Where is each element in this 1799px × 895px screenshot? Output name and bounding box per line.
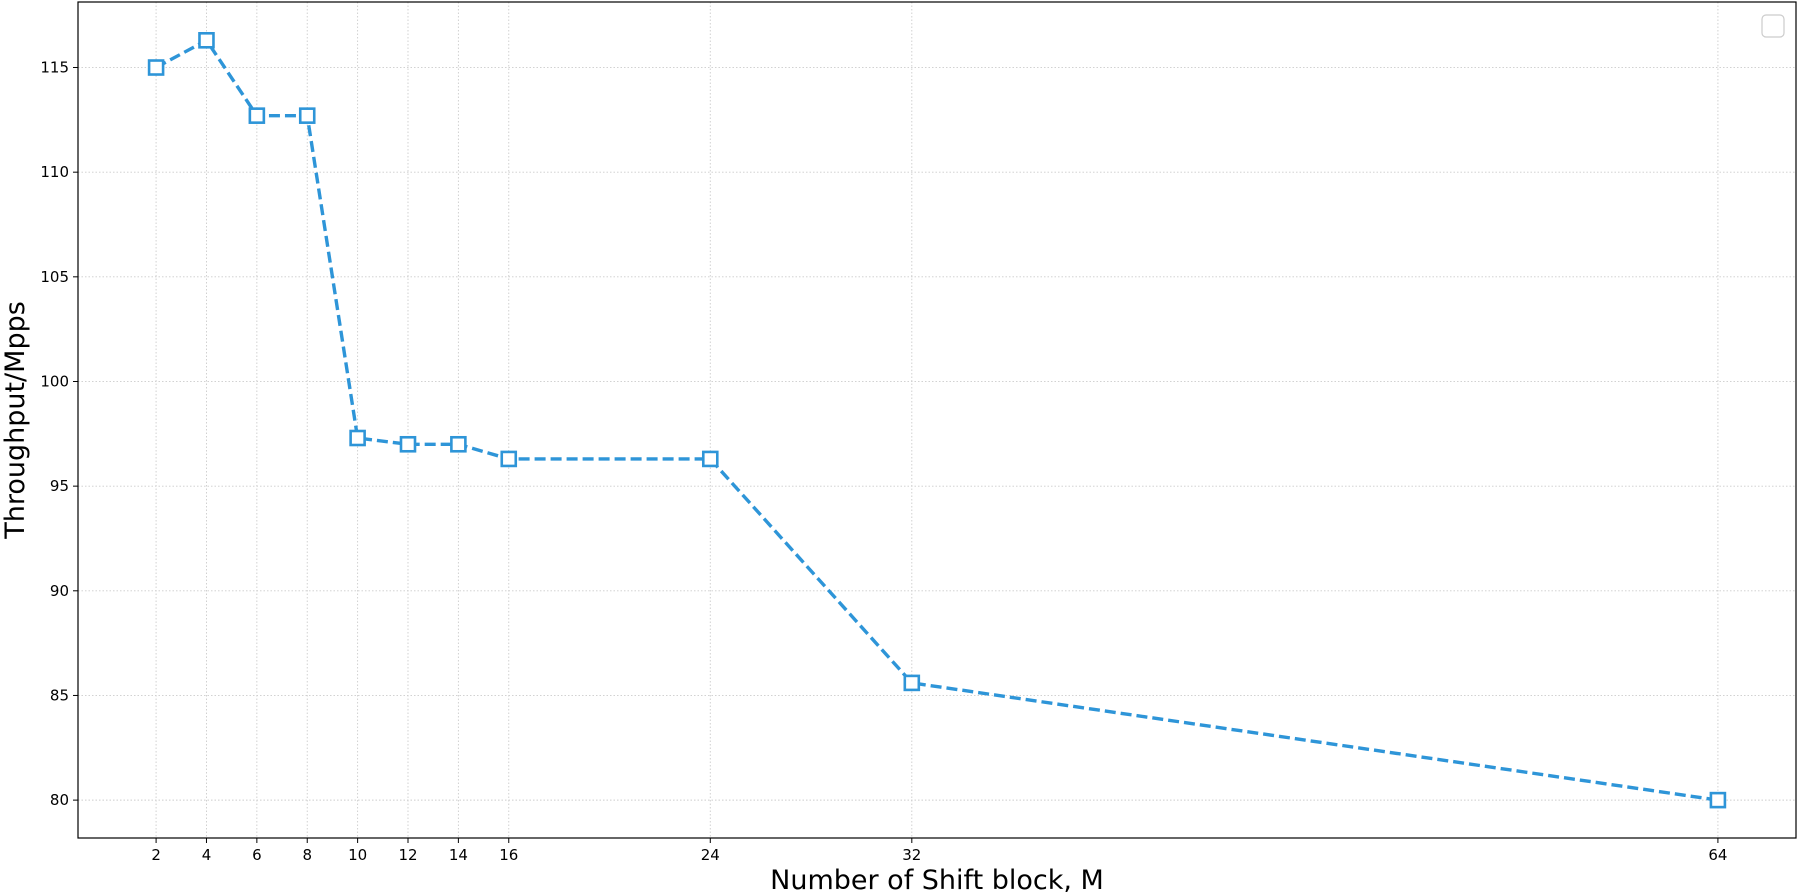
x-tick-label: 10 bbox=[348, 846, 367, 864]
x-tick-label: 2 bbox=[151, 846, 161, 864]
data-point bbox=[349, 429, 366, 447]
y-tick-label: 85 bbox=[50, 686, 69, 704]
y-tick-label: 100 bbox=[40, 372, 69, 390]
y-tick-label: 95 bbox=[50, 477, 69, 495]
x-tick-label: 12 bbox=[398, 846, 417, 864]
data-point bbox=[198, 32, 215, 49]
legend-box bbox=[1761, 14, 1785, 38]
x-tick-label: 24 bbox=[701, 846, 720, 864]
x-tick-label: 8 bbox=[302, 846, 312, 864]
x-tick-label: 6 bbox=[252, 846, 262, 864]
grid bbox=[78, 2, 1796, 838]
x-tick-label: 32 bbox=[902, 846, 921, 864]
data-point bbox=[1709, 791, 1727, 809]
data-point bbox=[147, 59, 165, 76]
data-point bbox=[298, 107, 316, 124]
data-point bbox=[248, 107, 266, 124]
y-tick-label: 80 bbox=[50, 791, 69, 809]
series-line bbox=[155, 38, 1719, 802]
y-axis-label: Throughput/Mpps bbox=[0, 301, 31, 540]
data-point bbox=[450, 435, 467, 453]
x-tick-label: 4 bbox=[202, 846, 212, 864]
y-tick-label: 105 bbox=[40, 268, 69, 286]
data-point bbox=[903, 674, 921, 692]
y-tick-label: 110 bbox=[40, 163, 69, 181]
x-tick-label: 14 bbox=[449, 846, 468, 864]
x-tick-label: 64 bbox=[1708, 846, 1727, 864]
plot-frame bbox=[77, 1, 1797, 839]
data-point bbox=[500, 450, 518, 468]
data-point bbox=[701, 450, 719, 468]
x-axis-label: Number of Shift block, M bbox=[770, 865, 1104, 895]
y-tick-label: 90 bbox=[50, 582, 69, 600]
x-tick-label: 16 bbox=[499, 846, 518, 864]
data-point bbox=[399, 435, 417, 453]
y-tick-label: 115 bbox=[40, 59, 69, 77]
